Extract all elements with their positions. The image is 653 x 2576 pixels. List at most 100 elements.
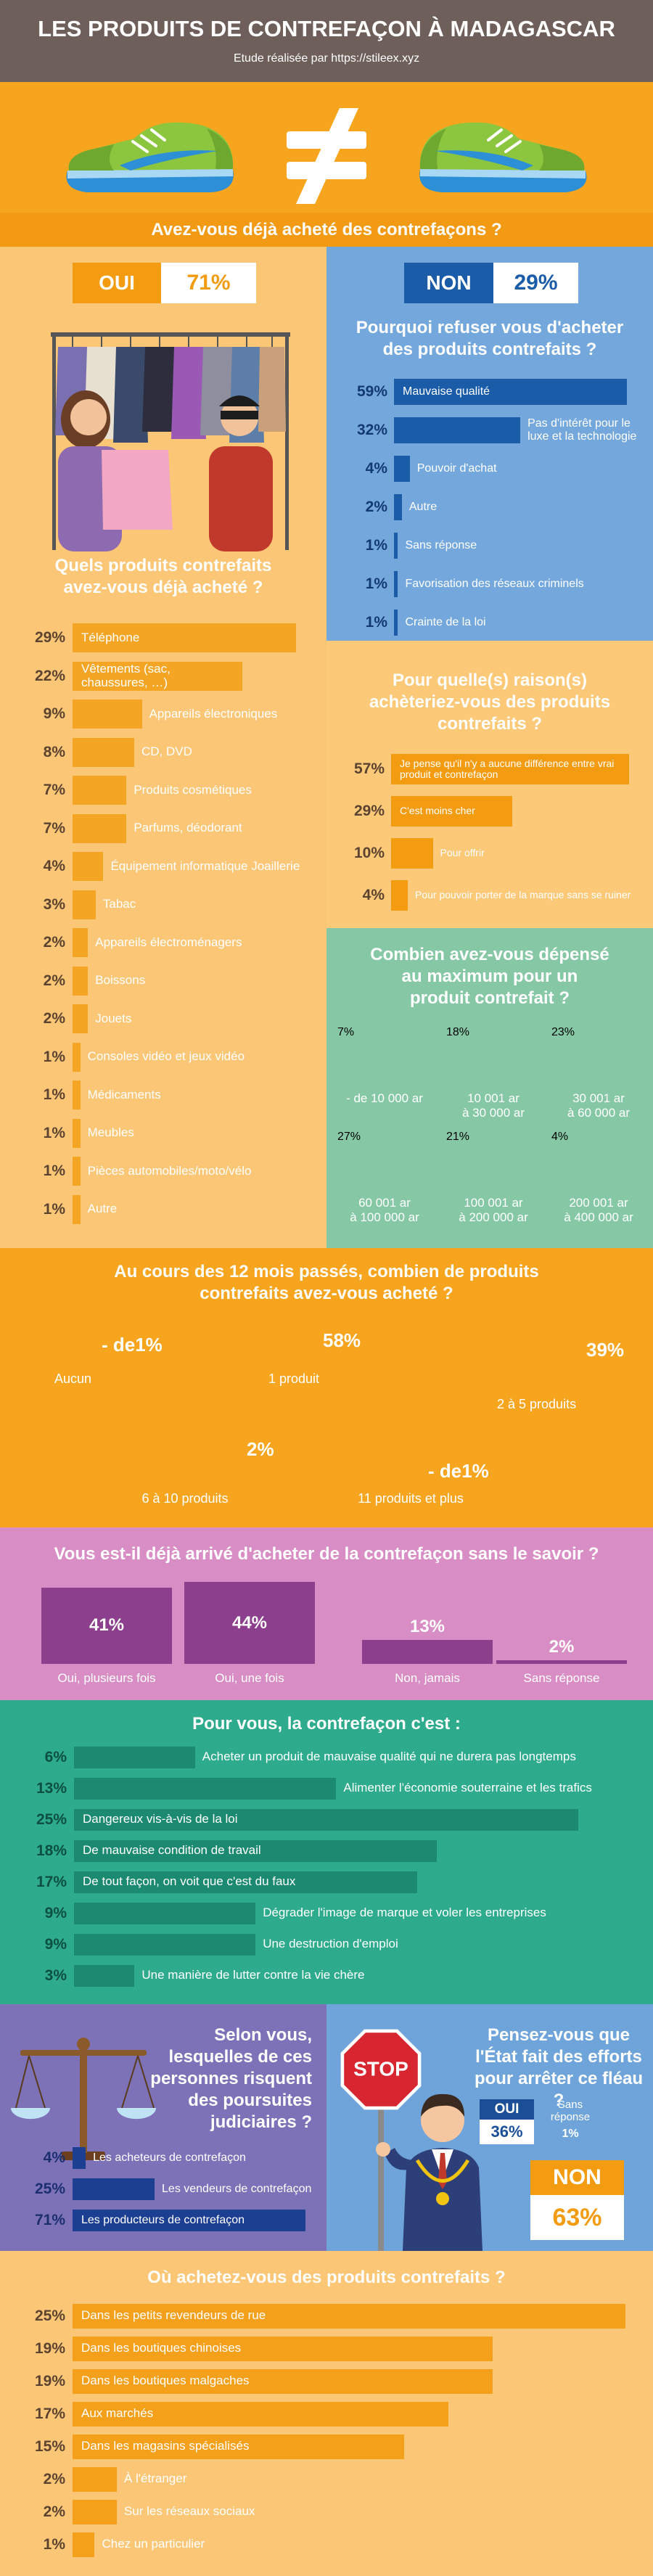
bar (73, 1004, 89, 1034)
bar-label: De mauvaise condition de travail (83, 1843, 261, 1858)
bar-label: Non, jamais (395, 1671, 460, 1685)
value-label: 2% (43, 2470, 65, 2487)
shopping-illustration-part (142, 347, 178, 432)
question: Combien avez-vous dépensé au maximum pou… (370, 945, 609, 1008)
bar-label: Dans les petits revendeurs de rue (81, 2308, 266, 2323)
bar (73, 1118, 81, 1148)
bar (73, 2209, 305, 2231)
value-label: 1% (365, 613, 387, 631)
no-answer-label: Sans réponse (550, 2099, 591, 2123)
quantity-value: - de1% (428, 1460, 489, 1482)
bar-label: Aux marchés (81, 2406, 154, 2421)
money-icon: 23% (551, 1026, 575, 1039)
stop-illustration-part (421, 2099, 464, 2142)
value-label: 25% (34, 2180, 65, 2197)
value-label: 3% (43, 895, 65, 913)
bar-label: Téléphone (81, 630, 140, 644)
bar-label: Consoles vidéo et jeux vidéo (87, 1049, 245, 1064)
bar (41, 1587, 172, 1664)
bar-label: Vêtements (sac, chaussures, …) (81, 662, 171, 689)
bar-label: Alimenter l'économie souterraine et les … (343, 1781, 592, 1795)
no-value: 63% (530, 2195, 624, 2240)
bar (74, 1871, 417, 1893)
bar (74, 1808, 578, 1831)
bar (496, 1660, 627, 1664)
bar-label: Chez un particulier (102, 2537, 205, 2551)
bar-label: Les acheteurs de contrefaçon (93, 2151, 246, 2164)
value-label: 9% (43, 705, 65, 723)
bar (184, 1582, 315, 1664)
bar (73, 813, 127, 843)
quantity-value: 2% (247, 1438, 274, 1460)
bar (73, 966, 89, 996)
value-label: 9% (44, 1904, 67, 1921)
value-label: 1% (43, 1162, 65, 1180)
value-label: 15% (34, 2437, 65, 2455)
bar-label: Appareils électroménagers (95, 935, 242, 949)
bar-label: Équipement informatique Joaillerie (110, 858, 300, 873)
bar (394, 532, 398, 559)
shoes-illustration-part-part (296, 108, 358, 204)
value-label: 1% (43, 2535, 65, 2553)
value-label: 3% (44, 1966, 67, 1984)
value-label: 6% (44, 1748, 67, 1765)
bar (394, 493, 402, 520)
bar (73, 852, 104, 882)
shopping-illustration-part (258, 347, 286, 432)
bar-label: Meubles (87, 1125, 134, 1140)
bar (73, 661, 242, 691)
stop-illustration-part (415, 2159, 470, 2183)
bar-label: Autre (87, 1202, 118, 1216)
shopping-illustration-part (51, 332, 290, 337)
bar (73, 2466, 117, 2492)
value-label: 57% (353, 760, 385, 777)
value-label: 29% (34, 629, 65, 647)
value-label: 1% (43, 1086, 65, 1104)
value-label: 29% (353, 803, 385, 819)
value-label: 19% (34, 2372, 65, 2390)
shoes-illustration-part (0, 213, 653, 247)
bar (73, 776, 127, 805)
scales-illustration-part (77, 2038, 90, 2051)
bar-label: Autre (408, 500, 438, 513)
reasons-section: Pour quelle(s) raison(s) achèteriez-vous… (326, 641, 653, 928)
shoes-illustration (0, 108, 653, 247)
bar (74, 1964, 135, 1987)
bar (73, 2178, 155, 2200)
value-label: 7% (43, 782, 65, 799)
bar-label: Favorisation des réseaux criminels (405, 577, 584, 590)
value-label: 13% (36, 1779, 67, 1797)
bar-label: Je pense qu'il n'y a aucune différence e… (400, 757, 615, 780)
question: Au cours des 12 mois passés, combien de … (114, 1262, 539, 1303)
question: Pourquoi refuser vous d'acheter des prod… (356, 318, 624, 359)
value-label: 2% (365, 498, 387, 515)
bar (362, 1639, 493, 1664)
scales-illustration-part-part (121, 2055, 139, 2109)
stop-illustration-part (385, 2148, 415, 2170)
quantity-value: 39% (586, 1339, 625, 1361)
bar-label: Pouvoir d'achat (416, 462, 497, 475)
bar-label: Acheter un produit de mauvaise qualité q… (202, 1750, 576, 1764)
value-label: 18% (36, 1842, 67, 1859)
value-label: 10% (353, 845, 385, 861)
value-label: 1% (43, 1048, 65, 1065)
shopping-illustration-part (209, 446, 273, 551)
bar-label: Les vendeurs de contrefaçon (162, 2182, 312, 2195)
bar-label: Mauvaise qualité (403, 385, 490, 398)
value-label: 71% (34, 2211, 65, 2228)
stop-illustration-part (436, 2192, 449, 2205)
spending-label: 100 001 ar à 200 000 ar (459, 1196, 528, 1224)
value-label: 2% (43, 1010, 65, 1027)
value-label: 4% (43, 2149, 65, 2166)
money-icon: 7% (337, 1026, 354, 1039)
bar-label: Oui, plusieurs fois (57, 1671, 156, 1685)
bar-label: Pas d'intérêt pour le luxe et la technol… (527, 417, 637, 443)
bar-label: Sans réponse (405, 538, 477, 551)
yes-value: 71% (161, 263, 256, 303)
bar (74, 1839, 438, 1862)
bar (73, 890, 96, 919)
bar-label: Jouets (95, 1011, 132, 1025)
question: Avez-vous déjà acheté des contrefaçons ? (151, 220, 502, 239)
bar-label: Tabac (102, 897, 136, 911)
